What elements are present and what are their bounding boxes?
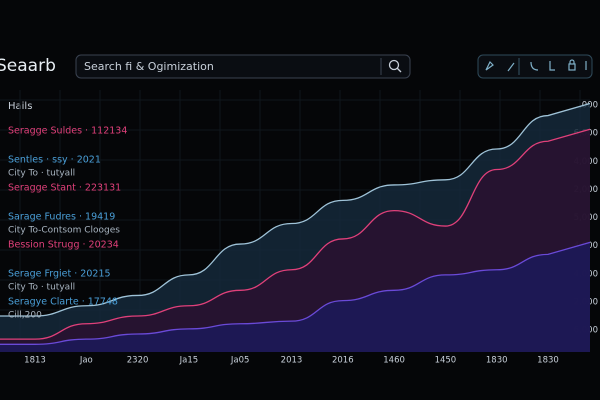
x-tick-label: 1830: [486, 356, 508, 366]
item-subtitle: City To · tutyall: [8, 283, 75, 293]
x-tick-label: 1813: [24, 356, 46, 366]
x-tick-label: Ja15: [179, 356, 199, 366]
item-subtitle: Cill,200: [8, 311, 42, 321]
item-subtitle: City To · tutyall: [8, 169, 75, 179]
item-title: Bession Strugg · 20234: [8, 240, 119, 251]
x-tick-label: Ja05: [230, 356, 250, 366]
x-tick-label: 2016: [332, 356, 354, 366]
x-tick-label: 1460: [383, 356, 405, 366]
item-title: Seragye Clarte · 17748: [8, 297, 118, 308]
toolbar-icons[interactable]: [485, 58, 587, 75]
search-placeholder: Search fi & Ogimization: [84, 60, 214, 73]
series-line: [0, 102, 591, 317]
item-title: Seragge Stant · 223131: [8, 183, 121, 194]
item-subtitle: City To-Contsom Clooges: [8, 226, 120, 236]
item-title: Sentles · ssy · 2021: [8, 155, 101, 166]
app-title: Seaarb: [0, 56, 56, 76]
x-tick-label: 1450: [435, 356, 457, 366]
toolbar: [477, 54, 593, 79]
search-icon: [396, 67, 402, 73]
x-tick-label: 2320: [127, 356, 149, 366]
x-tick-label: Jao: [79, 356, 93, 366]
item-title: Seragge Suldes · 112134: [8, 126, 127, 137]
x-tick-label: 1830: [537, 356, 559, 366]
x-tick-label: 2013: [281, 356, 303, 366]
area: [0, 242, 590, 352]
series-line: [0, 128, 591, 340]
item-title: Sarage Fudres · 19419: [8, 212, 115, 223]
sidebar: Seragge Suldes · 112134 Sentles · ssy · 2…: [8, 126, 127, 321]
item-title: Serage Frgiet · 20215: [8, 269, 111, 280]
search-icon[interactable]: [388, 59, 400, 71]
plot: [0, 102, 591, 352]
search-box[interactable]: [75, 54, 411, 79]
series-line: [0, 241, 591, 345]
